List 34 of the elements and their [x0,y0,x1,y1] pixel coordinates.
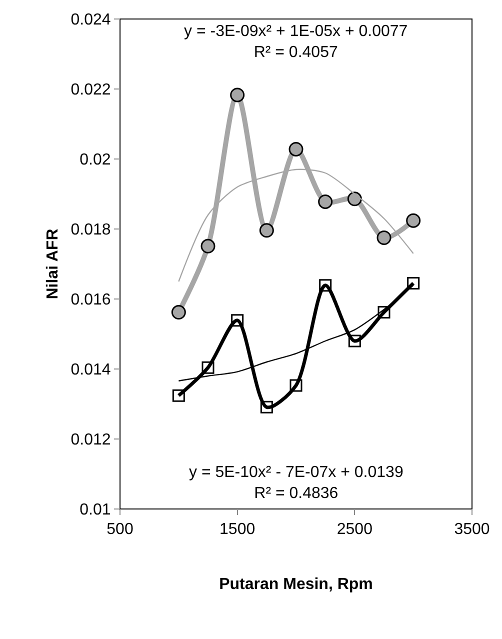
point [260,400,273,414]
y-tick-label: 0.022 [70,82,111,99]
point [259,223,274,238]
point [230,88,245,102]
x-tick-label: 1500 [220,521,256,538]
point [378,306,390,319]
point [348,334,361,348]
point [406,213,421,228]
x-tick-label: 3500 [454,521,490,538]
point [172,389,185,402]
y-tick-label: 0.016 [70,292,111,309]
point [202,361,214,374]
y-tick-label: 0.018 [70,222,111,239]
y-tick-label: 0.012 [70,432,111,449]
annotation: y = 5E-10x² - 7E-07x + 0.0139 R² = 0.4836 [189,464,404,502]
y-tick-label: 0.024 [70,12,111,29]
point [319,279,332,292]
point [200,238,216,254]
point [231,314,244,327]
y-axis-title: Nilai AFR [44,228,62,300]
y-tick-label: 0.014 [70,362,111,379]
point [347,192,362,206]
point [376,230,392,245]
point [288,142,304,156]
annotation: y = -3E-09x² + 1E-05x + 0.0077 R² = 0.4057 [184,23,408,61]
x-axis-title: Putaran Mesin, Rpm [219,576,373,593]
point [171,305,186,320]
y-tick-label: 0.02 [80,152,111,169]
x-tick-label: 500 [106,521,134,538]
x-tick-label: 2500 [336,521,373,538]
point [318,194,333,209]
y-tick-label: 0.01 [80,502,111,519]
point [407,277,420,290]
point [290,379,302,392]
